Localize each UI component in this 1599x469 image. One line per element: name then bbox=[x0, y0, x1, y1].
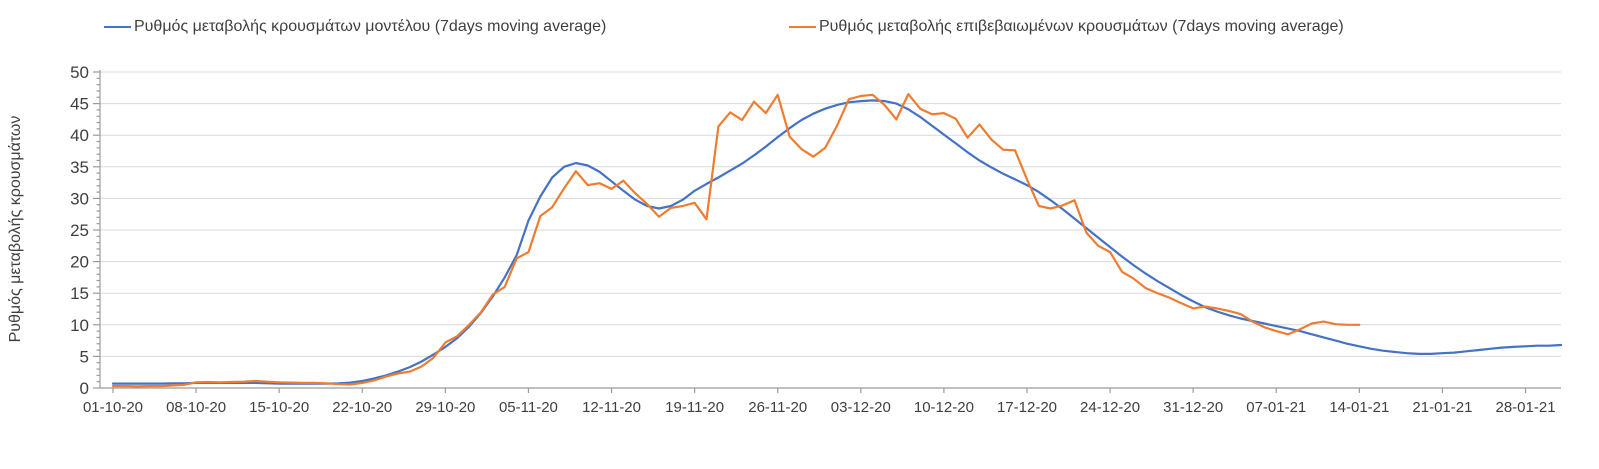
x-tick-label: 14-01-21 bbox=[1329, 399, 1389, 416]
x-tick-label: 07-01-21 bbox=[1246, 399, 1306, 416]
y-tick-label: 45 bbox=[70, 95, 89, 114]
y-tick-label: 0 bbox=[80, 379, 89, 398]
x-tick-label: 19-11-20 bbox=[665, 399, 724, 416]
legend-label-confirmed: Ρυθμός μεταβολής επιβεβαιωμένων κρουσμάτ… bbox=[819, 18, 1344, 35]
y-tick-label: 30 bbox=[70, 189, 89, 208]
x-tick-label: 26-11-20 bbox=[748, 399, 807, 416]
y-tick-label: 5 bbox=[80, 347, 89, 366]
y-axis-title: Ρυθμός μεταβολής κρουσμάτων bbox=[7, 116, 24, 343]
x-tick-label: 15-10-20 bbox=[249, 399, 309, 416]
x-tick-label: 17-12-20 bbox=[997, 399, 1057, 416]
legend-line-swatch-blue-icon bbox=[104, 26, 131, 28]
series-line-confirmed bbox=[111, 93, 1361, 388]
legend-label-model: Ρυθμός μεταβολής κρουσμάτων μοντέλου (7d… bbox=[134, 18, 607, 35]
series-line-model bbox=[111, 99, 1563, 385]
y-tick-label: 15 bbox=[70, 284, 89, 303]
chart-legend: Ρυθμός μεταβολής κρουσμάτων μοντέλου (7d… bbox=[0, 18, 1599, 46]
x-tick-label: 12-11-20 bbox=[582, 399, 641, 416]
y-tick-label: 40 bbox=[70, 126, 89, 145]
y-tick-label: 20 bbox=[70, 253, 89, 272]
y-tick-label: 10 bbox=[70, 316, 89, 335]
y-tick-label: 35 bbox=[70, 158, 89, 177]
x-tick-label: 05-11-20 bbox=[499, 399, 558, 416]
x-tick-label: 03-12-20 bbox=[831, 399, 891, 416]
y-tick-label: 25 bbox=[70, 221, 89, 240]
legend-line-swatch-orange-icon bbox=[789, 26, 816, 28]
x-tick-label: 08-10-20 bbox=[166, 399, 226, 416]
x-tick-label: 10-12-20 bbox=[914, 399, 974, 416]
y-tick-label: 50 bbox=[70, 63, 89, 82]
legend-item-confirmed: Ρυθμός μεταβολής επιβεβαιωμένων κρουσμάτ… bbox=[789, 18, 1344, 36]
x-tick-label: 29-10-20 bbox=[415, 399, 475, 416]
x-tick-label: 21-01-21 bbox=[1412, 399, 1472, 416]
x-tick-label: 01-10-20 bbox=[83, 399, 143, 416]
x-tick-label: 31-12-20 bbox=[1163, 399, 1223, 416]
legend-item-model: Ρυθμός μεταβολής κρουσμάτων μοντέλου (7d… bbox=[104, 18, 606, 36]
x-tick-label: 24-12-20 bbox=[1080, 399, 1140, 416]
x-tick-label: 28-01-21 bbox=[1496, 399, 1556, 416]
x-tick-label: 22-10-20 bbox=[332, 399, 392, 416]
